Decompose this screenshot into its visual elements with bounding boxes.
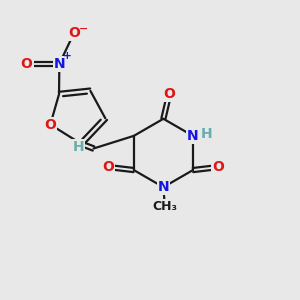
- Text: O: O: [103, 160, 114, 174]
- Text: −: −: [79, 24, 88, 34]
- Text: H: H: [200, 127, 212, 140]
- Text: +: +: [63, 51, 72, 62]
- Text: O: O: [68, 26, 80, 40]
- Text: H: H: [72, 140, 84, 154]
- Text: O: O: [44, 118, 56, 131]
- Text: O: O: [21, 57, 33, 71]
- Text: CH₃: CH₃: [152, 200, 177, 213]
- Text: O: O: [164, 86, 175, 100]
- Text: N: N: [158, 180, 169, 194]
- Text: N: N: [187, 129, 199, 143]
- Text: O: O: [212, 160, 224, 174]
- Text: N: N: [53, 57, 65, 71]
